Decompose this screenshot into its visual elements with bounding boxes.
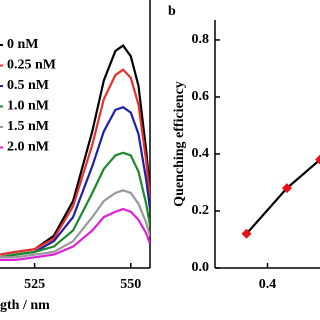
series-line xyxy=(0,151,150,259)
legend-label: 0 nM xyxy=(7,37,39,52)
legend-label: 2.0 nM xyxy=(7,140,49,155)
x-tick-label: 550 xyxy=(120,277,141,292)
y-tick-label: 0.8 xyxy=(192,32,210,47)
x-axis-label: gth / nm xyxy=(0,298,50,313)
data-point xyxy=(241,228,252,239)
plot-area xyxy=(0,44,150,262)
series-line xyxy=(0,207,150,262)
x-tick-label: 525 xyxy=(24,277,45,292)
x-tick-label: 0.4 xyxy=(259,277,277,292)
panel-label: b xyxy=(168,4,176,19)
legend-label: 1.0 nM xyxy=(7,99,49,114)
y-tick-label: 0.2 xyxy=(192,203,210,218)
plot-area xyxy=(241,154,320,239)
y-tick-label: 0.0 xyxy=(192,260,210,275)
data-point xyxy=(281,183,292,194)
series-line xyxy=(245,158,320,235)
series-line xyxy=(0,68,150,256)
data-point xyxy=(315,154,320,165)
series-line xyxy=(0,189,150,259)
legend-label: 1.5 nM xyxy=(7,119,49,134)
y-tick-label: 0.6 xyxy=(192,89,210,104)
legend-label: 0.5 nM xyxy=(7,78,49,93)
y-axis-label: Quenching efficiency xyxy=(172,81,187,207)
y-tick-label: 0.4 xyxy=(192,146,210,161)
legend-label: 0.25 nM xyxy=(7,58,56,73)
